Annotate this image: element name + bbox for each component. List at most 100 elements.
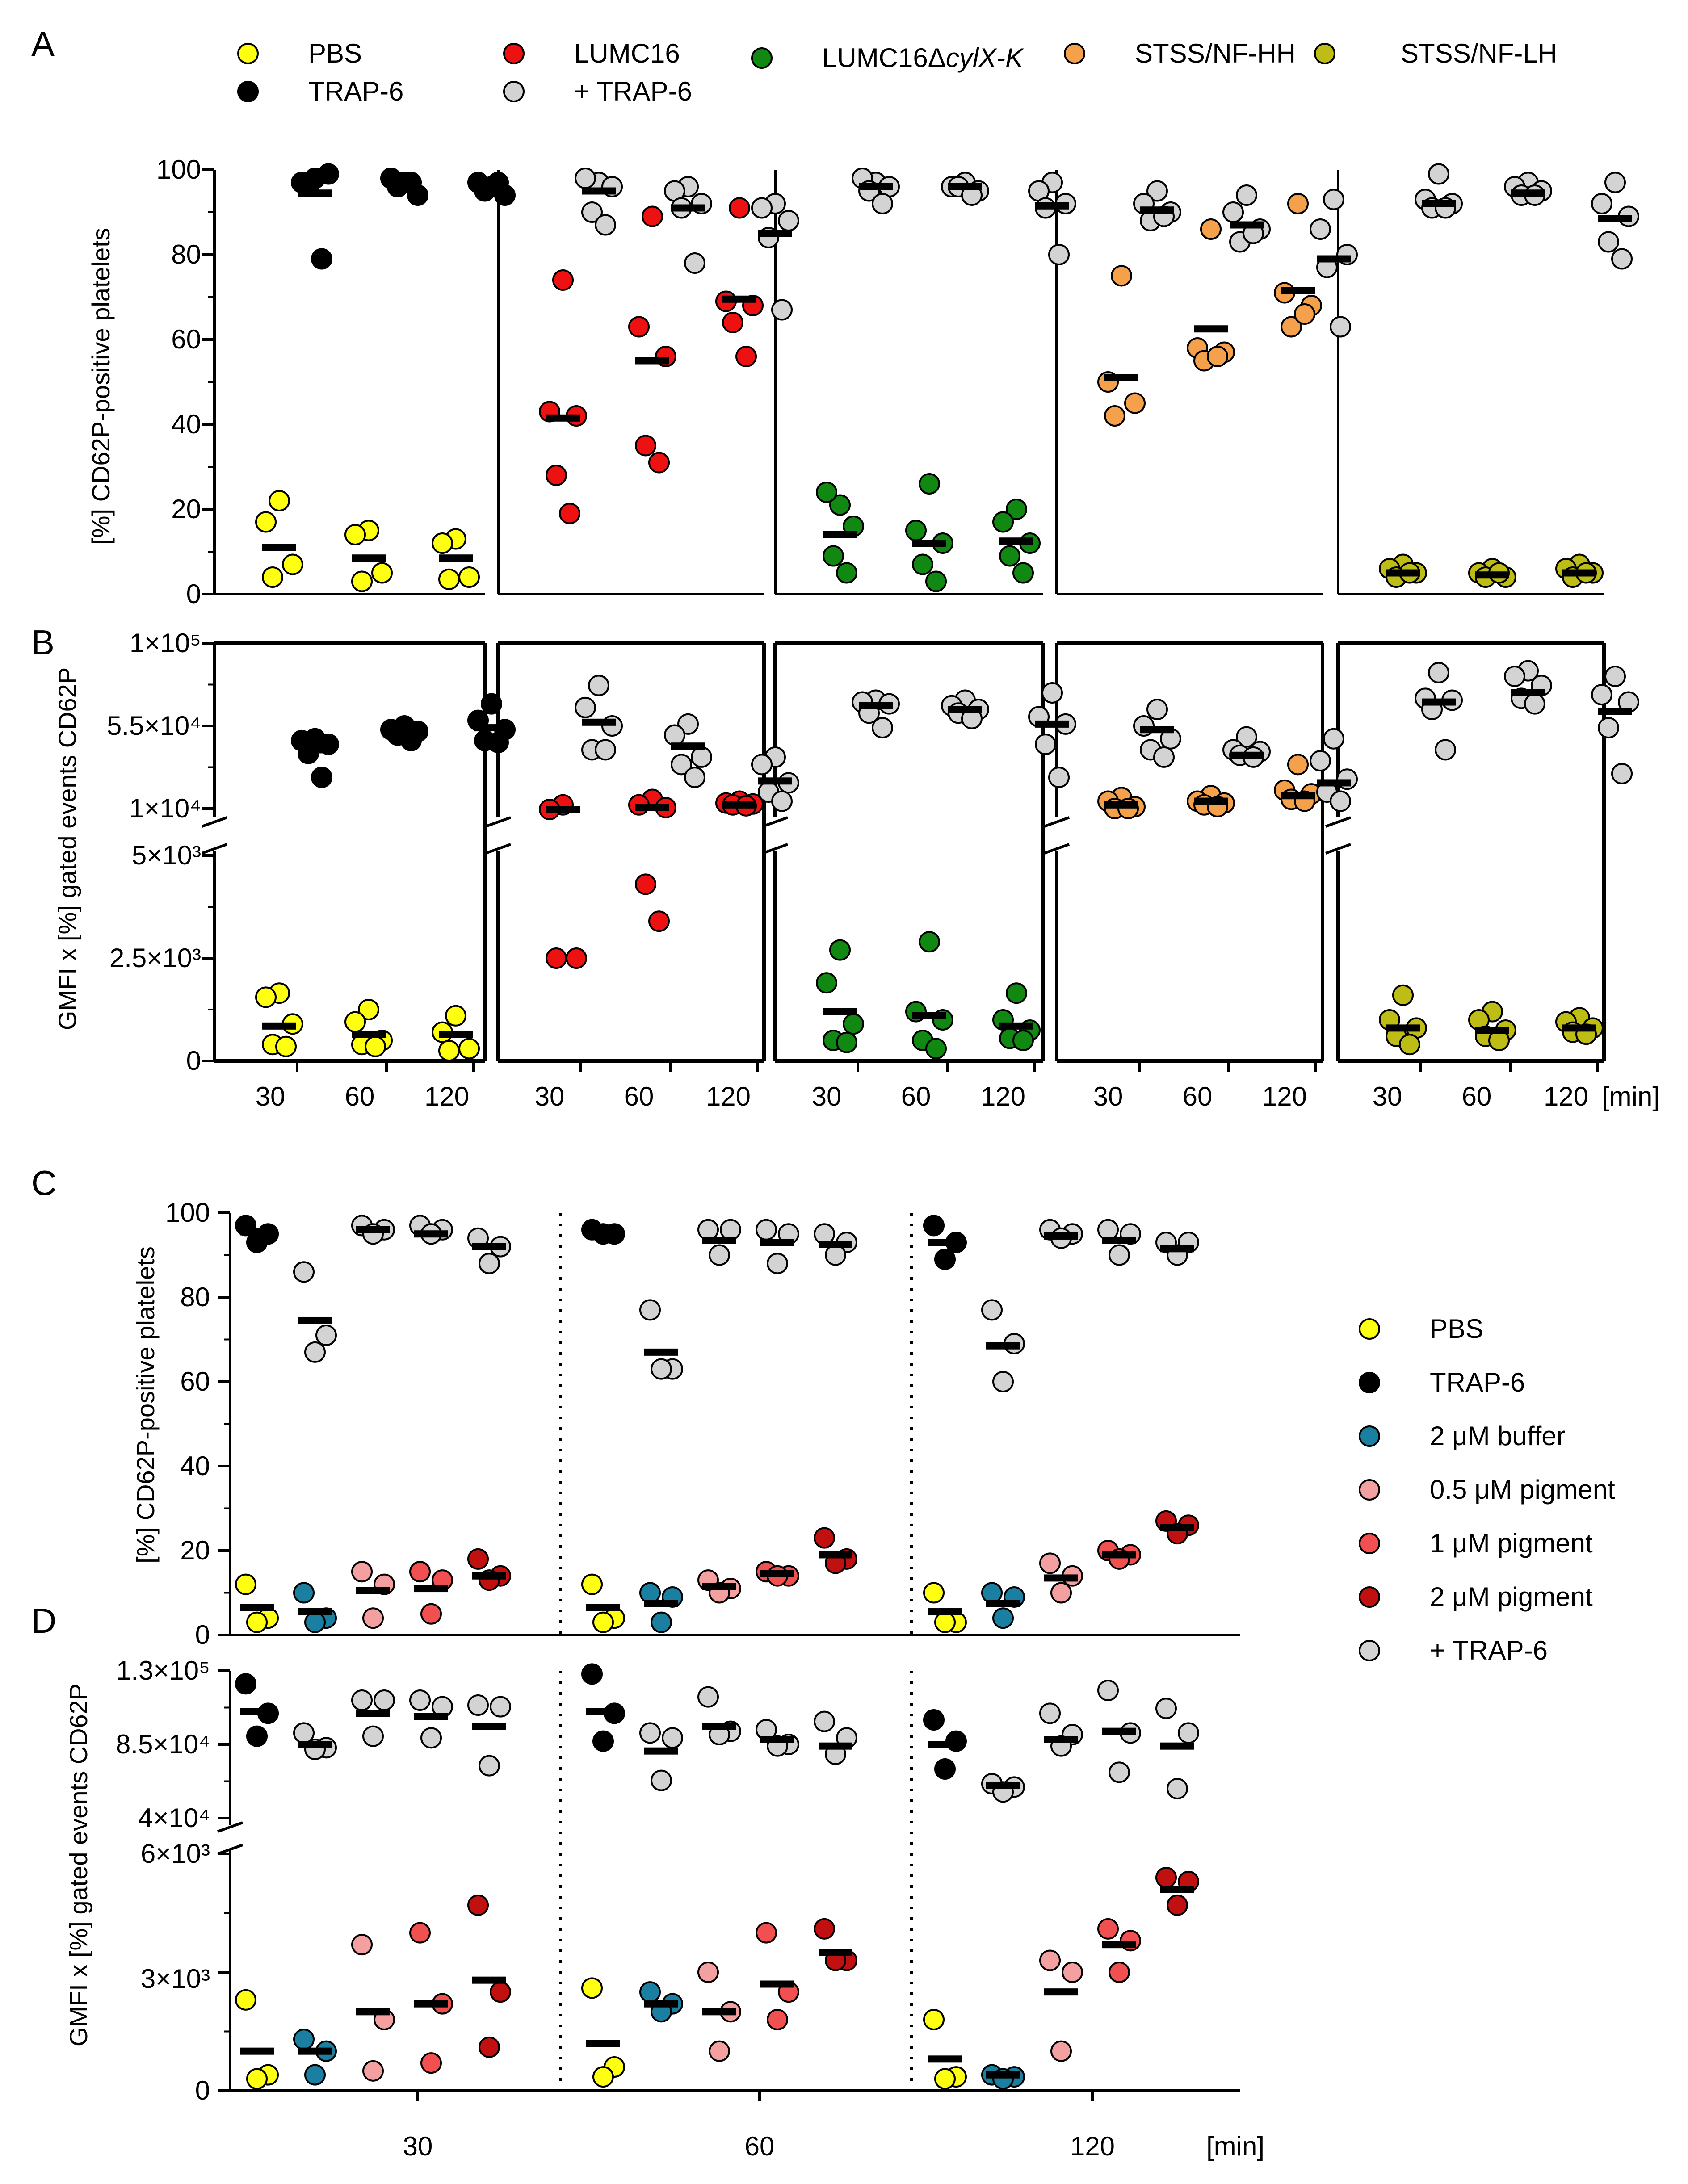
b-break-mark-upper-2 — [485, 816, 512, 828]
y-tick-d-4e4: 4×10⁴ — [138, 1803, 210, 1833]
a-mean-bar-lumc16 — [635, 357, 669, 365]
a-point-pbs — [371, 562, 393, 584]
a-point-trap_plus — [1146, 180, 1168, 202]
c-point-buf — [651, 1611, 672, 1633]
y-ticks-a: 0 20 40 60 80 100 — [156, 155, 201, 609]
x-tick-b-p3-120: 120 — [981, 1082, 1025, 1111]
legend-marker-lumc16 — [503, 43, 525, 64]
a-mean-bar-lh — [1562, 569, 1596, 577]
b-point-trap_plus — [1611, 763, 1633, 784]
a-mean-bar-hh — [1281, 287, 1315, 294]
c-mean-bar-trap_plus — [760, 1239, 794, 1246]
b-point-trap_plus — [671, 754, 692, 776]
a-point-trap_plus — [581, 201, 603, 223]
b-mean-bar-trap_plus — [948, 706, 982, 713]
legend-marker-trap6 — [237, 81, 259, 102]
b-point-trap_plus — [1330, 790, 1351, 812]
y-tick-a-80: 80 — [171, 239, 201, 269]
d-point-p05 — [1039, 1949, 1061, 1971]
b-break-mark-lower-3 — [762, 843, 789, 855]
a-point-pbs — [282, 553, 303, 575]
a-point-pbs — [255, 511, 277, 533]
d-point-p2 — [479, 2036, 500, 2058]
d-point-trap_plus — [351, 1689, 373, 1711]
a-point-lumc16 — [735, 346, 757, 367]
a-point-dcyl — [816, 482, 837, 503]
b-point-pbs — [365, 1035, 386, 1057]
b-mean-bar-hh — [1281, 792, 1315, 800]
b-point-trap_plus — [575, 696, 596, 718]
x-unit-d: [min] — [1206, 2131, 1264, 2161]
c-point-trap_plus — [1109, 1244, 1130, 1266]
b-mean-bar-trap6 — [387, 729, 421, 737]
legend-label-p2: 2 μM pigment — [1430, 1582, 1593, 1612]
a-point-trap_plus — [684, 252, 705, 274]
b-mean-bar-lumc16 — [635, 804, 669, 811]
c-mean-bar-p2 — [819, 1551, 852, 1559]
b-point-trap_plus — [595, 739, 616, 761]
c-mean-bar-trap_plus — [986, 1342, 1020, 1350]
a-point-dcyl — [1006, 499, 1027, 520]
d-point-trap_plus — [814, 1710, 835, 1732]
d-point-trap_plus — [697, 1686, 719, 1708]
d-mean-bar-p05 — [356, 2008, 390, 2016]
a-mean-bar-lumc16 — [722, 295, 756, 303]
y-tick-d-6e3: 6×10³ — [141, 1839, 210, 1869]
b-point-dcyl — [836, 1031, 857, 1053]
b-mean-bar-trap6 — [474, 724, 508, 732]
d-point-pbs — [923, 2009, 945, 2030]
c-point-trap_plus — [304, 1341, 326, 1363]
c-point-p2 — [467, 1548, 489, 1570]
d-point-trap_plus — [1167, 1778, 1188, 1799]
a-point-lumc16 — [648, 452, 670, 474]
a-mean-bar-trap_plus — [1035, 202, 1069, 210]
a-point-dcyl — [919, 473, 940, 495]
y-tick-a-20: 20 — [171, 494, 201, 524]
a-point-pbs — [262, 566, 283, 588]
c-point-pbs — [581, 1573, 603, 1595]
b-panel-area-2 — [498, 643, 764, 1061]
x-tick-b-p4-60: 60 — [1183, 1082, 1213, 1111]
x-ticks-b: 30 60 120 30 60 120 30 60 120 30 60 120 … — [256, 1082, 1660, 1111]
b-mean-bar-pbs — [262, 1022, 296, 1030]
c-mean-bar-p1 — [414, 1585, 448, 1593]
d-point-p1 — [756, 1922, 777, 1944]
b-point-trap_plus — [1598, 717, 1619, 739]
y-tick-a-100: 100 — [156, 155, 201, 184]
d-point-trap_plus — [1109, 1761, 1130, 1783]
a-point-hh — [1207, 346, 1228, 367]
a-point-lumc16 — [628, 316, 650, 338]
c-point-pbs — [246, 1611, 268, 1633]
d-point-pbs — [592, 2066, 614, 2088]
b-point-pbs — [255, 986, 277, 1008]
d-point-p2 — [814, 1918, 835, 1940]
c-point-trap_plus — [981, 1299, 1003, 1321]
legend-marker-buffer — [1359, 1425, 1380, 1447]
b-panel-area-5 — [1338, 643, 1604, 1061]
b-mean-bar-lumc16 — [546, 806, 580, 813]
y-tick-c-60: 60 — [180, 1367, 210, 1396]
c-mean-bar-buf — [298, 1608, 332, 1616]
c-point-p2 — [814, 1527, 835, 1549]
b-point-trap_plus — [1591, 684, 1612, 706]
a-point-pbs — [432, 532, 453, 554]
d-point-trap_plus — [490, 1696, 511, 1718]
a-point-dcyl — [823, 545, 844, 567]
c-mean-bar-trap_plus — [644, 1348, 678, 1356]
d-mean-bar-trap6 — [928, 1741, 962, 1748]
b-break-mark-lower-4 — [1043, 843, 1070, 855]
d-point-buf — [293, 2029, 315, 2050]
b-mean-bar-lumc16 — [722, 801, 756, 809]
a-mean-bar-trap_plus — [1140, 206, 1174, 214]
d-point-trap_plus — [420, 1727, 442, 1749]
c-mean-bar-trap6 — [240, 1228, 274, 1236]
legend-bottom: PBS TRAP-6 2 μM buffer 0.5 μM pigment 1 … — [1359, 1314, 1615, 1665]
b-break-mark-upper-5 — [1325, 816, 1352, 828]
a-point-lumc16 — [552, 269, 574, 291]
b-point-trap_plus — [664, 724, 685, 746]
b-panel-area-3 — [775, 643, 1043, 1061]
b-point-dcyl — [1012, 1030, 1034, 1051]
legend-top: PBS TRAP-6 LUMC16 + TRAP-6 LUMC16ΔcylX-K… — [237, 38, 1557, 106]
b-mean-bar-trap_plus — [1317, 779, 1351, 787]
